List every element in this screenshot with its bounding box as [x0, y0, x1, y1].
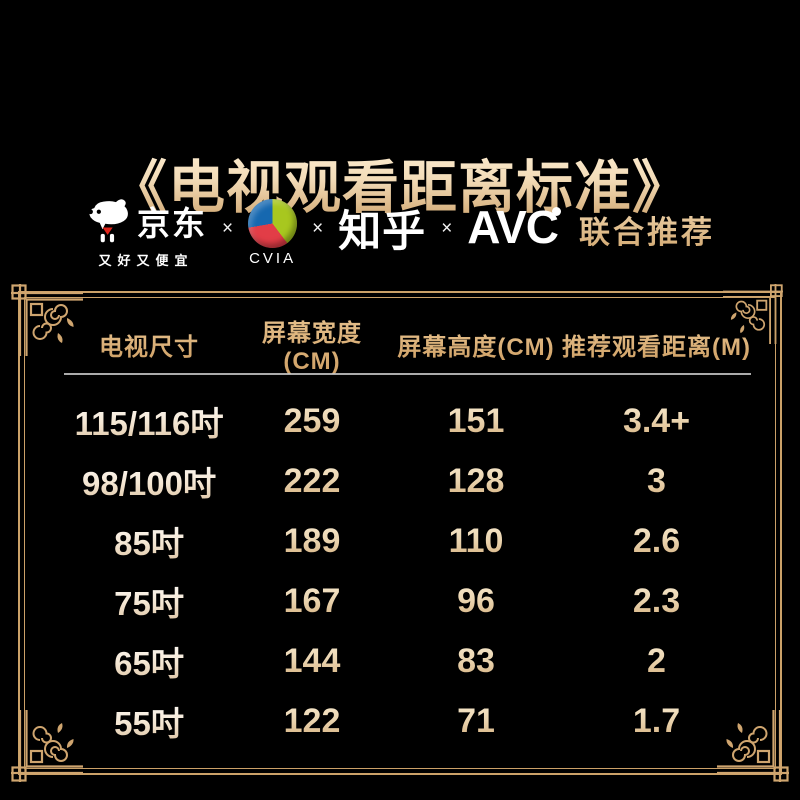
separator-x: ×	[441, 218, 453, 239]
cell-width: 122	[234, 702, 390, 741]
table-row: 65吋 144 83 2	[64, 631, 751, 691]
cell-size: 115/116吋	[64, 397, 234, 445]
avc-logo-text: AVC	[467, 201, 559, 253]
table-row: 115/116吋 259 151 3.4+	[64, 391, 751, 451]
header-view-distance: 推荐观看距离(M)	[562, 327, 751, 362]
cell-width: 144	[234, 642, 390, 681]
avc-logo-dot	[552, 207, 562, 216]
cell-size: 85吋	[64, 517, 234, 565]
jd-dog-scarf	[102, 226, 113, 235]
frame-corner-ornament	[723, 284, 783, 344]
jd-logo-top: 京东	[85, 196, 207, 246]
cell-distance: 3	[562, 462, 751, 501]
jd-dog-icon	[88, 198, 128, 242]
cell-height: 110	[390, 522, 562, 561]
table-header-row: 电视尺寸 屏幕宽度(CM) 屏幕高度(CM) 推荐观看距离(M)	[64, 313, 751, 375]
table-row: 55吋 122 71 1.7	[64, 691, 751, 751]
header-screen-height: 屏幕高度(CM)	[390, 327, 562, 362]
cell-distance: 2	[562, 642, 751, 681]
cell-height: 71	[390, 702, 562, 741]
cvia-logo: CVIA	[248, 199, 298, 267]
cell-size: 98/100吋	[64, 457, 234, 505]
cell-width: 259	[234, 402, 390, 441]
cell-height: 96	[390, 582, 562, 621]
header-divider	[64, 373, 751, 375]
header-tv-size: 电视尺寸	[64, 327, 234, 362]
frame-corner-ornament	[11, 710, 83, 782]
jd-logo-text: 京东	[136, 204, 207, 242]
viewing-distance-table: 电视尺寸 屏幕宽度(CM) 屏幕高度(CM) 推荐观看距离(M) 115/116…	[64, 293, 751, 773]
zhihu-logo: 知乎	[338, 208, 427, 256]
cell-height: 83	[390, 642, 562, 681]
cell-width: 222	[234, 462, 390, 501]
cell-distance: 2.3	[562, 582, 751, 621]
table-body: 115/116吋 259 151 3.4+ 98/100吋 222 128 3 …	[64, 391, 751, 751]
cvia-label: CVIA	[249, 250, 297, 267]
cell-height: 128	[390, 462, 562, 501]
jd-slogan: 又好又便宜	[98, 252, 194, 268]
separator-x: ×	[312, 218, 324, 239]
cell-height: 151	[390, 402, 562, 441]
frame-corner-ornament	[717, 710, 789, 782]
cell-width: 167	[234, 582, 390, 621]
frame-corner-ornament	[11, 284, 83, 356]
table-row: 98/100吋 222 128 3	[64, 451, 751, 511]
cell-size: 65吋	[64, 637, 234, 685]
cell-size: 75吋	[64, 577, 234, 625]
cell-width: 189	[234, 522, 390, 561]
cell-distance: 3.4+	[562, 402, 751, 441]
cell-size: 55吋	[64, 697, 234, 745]
table-row: 85吋 189 110 2.6	[64, 511, 751, 571]
partners-row: 京东 又好又便宜 × CVIA × 知乎 × AVC 联合推荐	[0, 192, 800, 272]
jd-logo: 京东 又好又便宜	[85, 196, 207, 269]
cell-distance: 2.6	[562, 522, 751, 561]
table-frame: 电视尺寸 屏幕宽度(CM) 屏幕高度(CM) 推荐观看距离(M) 115/116…	[11, 284, 789, 782]
cell-distance: 1.7	[562, 702, 751, 741]
separator-x: ×	[221, 218, 234, 239]
endorsement-label: 联合推荐	[579, 207, 715, 252]
table-row: 75吋 167 96 2.3	[64, 571, 751, 631]
header-screen-width: 屏幕宽度(CM)	[234, 313, 390, 376]
cvia-sphere-icon	[248, 199, 298, 248]
avc-logo: AVC	[467, 200, 562, 254]
page-title: 《电视观看距离标准》	[0, 142, 800, 224]
